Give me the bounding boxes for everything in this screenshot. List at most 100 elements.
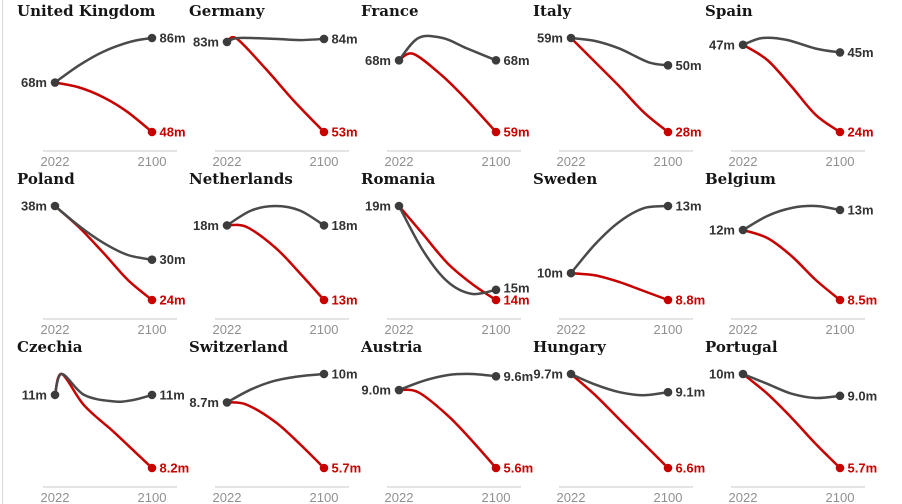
population-sparkline: 2022 2100 68m 68m 59m bbox=[365, 34, 530, 169]
start-value-label: 47m bbox=[709, 37, 735, 52]
low-projection-line bbox=[569, 36, 670, 134]
start-dot bbox=[738, 369, 748, 379]
start-dot bbox=[566, 268, 576, 278]
chart-title: Sweden bbox=[533, 170, 598, 188]
high-end-value-label: 86m bbox=[160, 31, 186, 46]
chart-sweden: Sweden 2022 2100 10m 13m 8.8m bbox=[528, 168, 705, 338]
x-tick-end: 2100 bbox=[138, 490, 167, 504]
low-end-value-label: 53m bbox=[332, 125, 358, 140]
start-value-label: 10m bbox=[709, 367, 735, 382]
start-dot bbox=[222, 37, 232, 47]
high-projection-line bbox=[53, 372, 154, 403]
x-tick-start: 2022 bbox=[41, 490, 70, 504]
x-tick-end: 2100 bbox=[482, 322, 511, 337]
low-end-value-label: 59m bbox=[504, 125, 530, 140]
start-dot bbox=[394, 56, 404, 65]
x-tick-end: 2100 bbox=[310, 154, 339, 169]
low-end-value-label: 8.2m bbox=[160, 461, 190, 476]
population-sparkline: 2022 2100 59m 50m 28m bbox=[537, 31, 702, 170]
start-dot bbox=[222, 221, 232, 230]
population-sparkline: 2022 2100 8.7m 10m 5.7m bbox=[189, 367, 361, 504]
start-dot bbox=[50, 78, 60, 87]
population-sparkline: 2022 2100 83m 84m 53m bbox=[193, 31, 358, 169]
population-sparkline: 2022 2100 11m 11m 8.2m bbox=[22, 372, 189, 504]
chart-title: United Kingdom bbox=[17, 2, 156, 20]
low-end-dot bbox=[319, 295, 329, 305]
chart-spain: Spain 2022 2100 47m 45m 24m bbox=[700, 0, 874, 169]
population-sparkline: 2022 2100 9.0m 9.6m 5.6m bbox=[361, 369, 533, 504]
high-projection-line bbox=[225, 372, 326, 404]
low-end-dot bbox=[835, 463, 845, 473]
x-tick-start: 2022 bbox=[213, 490, 242, 504]
population-sparkline: 2022 2100 68m 86m 48m bbox=[21, 31, 186, 170]
chart-portugal: Portugal 2022 2100 10m 9.0m 5.7m bbox=[700, 336, 877, 504]
start-value-label: 19m bbox=[365, 199, 391, 214]
low-end-value-label: 24m bbox=[848, 125, 874, 140]
low-projection-line bbox=[397, 52, 498, 134]
x-tick-end: 2100 bbox=[482, 490, 511, 504]
high-end-value-label: 50m bbox=[676, 58, 702, 73]
chart-title: Czechia bbox=[17, 338, 83, 356]
high-end-dot bbox=[835, 391, 845, 401]
high-projection-line bbox=[225, 204, 326, 227]
high-end-value-label: 11m bbox=[160, 387, 185, 402]
low-projection-line bbox=[225, 35, 326, 134]
high-projection-line bbox=[397, 34, 498, 62]
start-value-label: 9.0m bbox=[361, 383, 391, 398]
chart-title: Italy bbox=[533, 2, 572, 20]
low-projection-line bbox=[397, 388, 498, 470]
start-dot bbox=[566, 369, 576, 379]
low-end-dot bbox=[491, 295, 501, 305]
low-end-value-label: 48m bbox=[160, 125, 186, 140]
low-projection-line bbox=[741, 372, 842, 470]
low-end-value-label: 5.7m bbox=[332, 461, 362, 476]
high-end-dot bbox=[663, 387, 673, 397]
high-projection-line bbox=[741, 372, 842, 400]
chart-title: Portugal bbox=[705, 338, 778, 356]
x-tick-start: 2022 bbox=[213, 322, 242, 337]
x-tick-start: 2022 bbox=[41, 154, 70, 169]
population-sparkline: 2022 2100 18m 18m 13m bbox=[193, 204, 358, 337]
high-end-dot bbox=[491, 56, 501, 65]
population-sparkline: 2022 2100 38m 30m 24m bbox=[21, 199, 186, 338]
chart-title: Hungary bbox=[533, 338, 606, 356]
low-end-dot bbox=[663, 127, 673, 137]
low-end-dot bbox=[835, 295, 845, 305]
low-end-dot bbox=[319, 127, 329, 137]
population-sparkline: 2022 2100 10m 9.0m 5.7m bbox=[709, 367, 877, 504]
low-projection-line bbox=[569, 271, 670, 302]
high-projection-line bbox=[397, 204, 498, 296]
page-left-rule bbox=[2, 0, 3, 504]
chart-switzerland: Switzerland 2022 2100 8.7m 10m 5.7m bbox=[184, 336, 361, 504]
low-end-value-label: 8.5m bbox=[848, 293, 878, 308]
chart-italy: Italy 2022 2100 59m 50m 28m bbox=[528, 0, 702, 170]
high-end-dot bbox=[147, 390, 157, 400]
start-dot bbox=[394, 385, 404, 395]
low-projection-line bbox=[569, 372, 670, 470]
low-projection-line bbox=[225, 401, 326, 470]
high-end-value-label: 9.1m bbox=[676, 385, 706, 400]
population-sparkline: 2022 2100 10m 13m 8.8m bbox=[537, 199, 705, 338]
high-end-dot bbox=[491, 371, 501, 381]
chart-netherlands: Netherlands 2022 2100 18m 18m 13m bbox=[184, 168, 358, 337]
chart-belgium: Belgium 2022 2100 12m 13m 8.5m bbox=[700, 168, 877, 337]
chart-title: Netherlands bbox=[189, 170, 293, 188]
start-value-label: 83m bbox=[193, 34, 219, 49]
chart-title: Spain bbox=[705, 2, 753, 20]
chart-romania: Romania 2022 2100 19m 15m 14m bbox=[356, 168, 530, 338]
chart-title: Belgium bbox=[705, 170, 776, 188]
x-tick-start: 2022 bbox=[41, 322, 70, 337]
x-tick-end: 2100 bbox=[138, 154, 167, 169]
low-end-dot bbox=[663, 295, 673, 305]
high-end-value-label: 9.0m bbox=[848, 388, 878, 403]
low-end-value-label: 13m bbox=[332, 293, 358, 308]
high-projection-line bbox=[569, 36, 670, 67]
chart-title: Switzerland bbox=[189, 338, 289, 356]
chart-hungary: Hungary 2022 2100 9.7m 9.1m 6.6m bbox=[528, 336, 705, 504]
small-multiples-grid: United Kingdom 2022 2100 68m 86m 48m Germany 20… bbox=[12, 0, 877, 504]
x-tick-end: 2100 bbox=[310, 490, 339, 504]
chart-czechia: Czechia 2022 2100 11m 11m 8.2m bbox=[12, 336, 189, 504]
low-projection-line bbox=[53, 372, 154, 470]
start-value-label: 59m bbox=[537, 31, 563, 46]
